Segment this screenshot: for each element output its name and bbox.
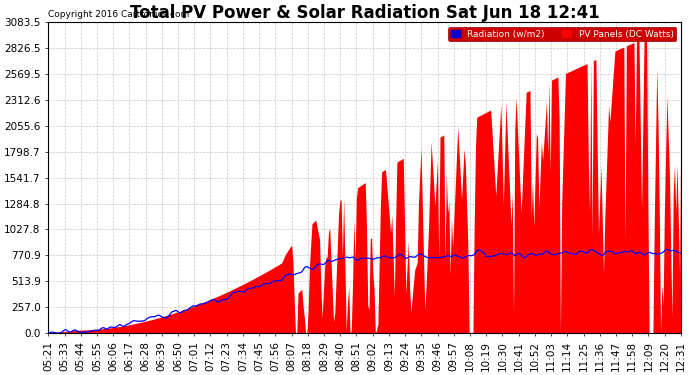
Text: Copyright 2016 Cartronics.com: Copyright 2016 Cartronics.com — [48, 10, 190, 19]
Title: Total PV Power & Solar Radiation Sat Jun 18 12:41: Total PV Power & Solar Radiation Sat Jun… — [130, 4, 600, 22]
Legend: Radiation (w/m2), PV Panels (DC Watts): Radiation (w/m2), PV Panels (DC Watts) — [448, 27, 676, 41]
